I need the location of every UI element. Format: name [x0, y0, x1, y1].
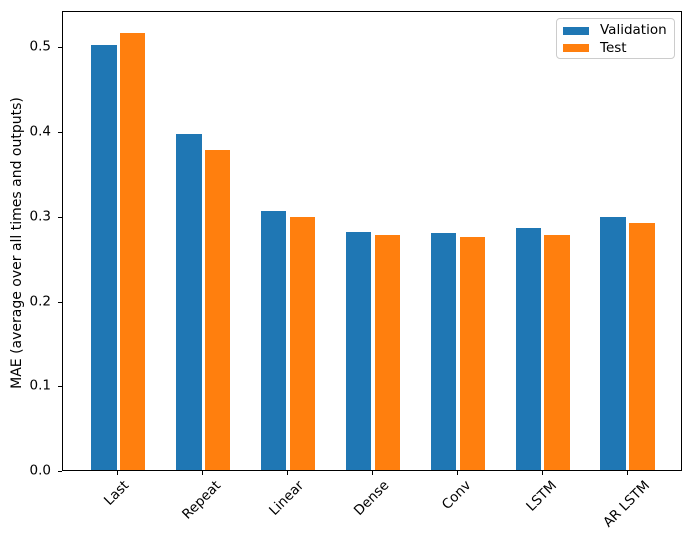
legend-entry-test: Test	[563, 40, 668, 58]
bar-validation-lstm	[515, 227, 542, 470]
y-axis-label: MAE (average over all times and outputs)	[9, 97, 25, 389]
x-tick-label-ar-lstm: AR LSTM	[599, 477, 653, 531]
y-tick-mark	[58, 216, 62, 218]
x-tick-label-lstm: LSTM	[523, 477, 560, 515]
legend-swatch-validation-icon	[563, 26, 589, 35]
x-tick-mark	[541, 471, 543, 475]
y-tick-mark	[58, 132, 62, 134]
y-tick-mark	[58, 47, 62, 49]
y-tick-mark	[58, 301, 62, 303]
plot-area	[62, 11, 682, 471]
y-tick-label: 0.5	[29, 38, 51, 55]
legend-label-validation: Validation	[600, 22, 667, 39]
y-tick-mark	[58, 386, 62, 388]
bar-validation-linear	[260, 210, 287, 470]
legend-swatch-test-icon	[563, 44, 589, 53]
x-tick-mark	[202, 471, 204, 475]
y-tick-label: 0.1	[29, 377, 51, 394]
x-tick-label-repeat: Repeat	[179, 477, 225, 523]
x-tick-label-last: Last	[101, 477, 133, 509]
bar-validation-last	[91, 44, 117, 470]
x-tick-label-conv: Conv	[438, 477, 475, 513]
x-tick-mark	[117, 471, 119, 475]
bar-validation-repeat	[176, 133, 202, 470]
y-tick-label: 0.4	[29, 123, 51, 140]
bar-test-ar-lstm	[629, 222, 655, 470]
y-tick-label: 0.2	[29, 293, 51, 310]
x-tick-mark	[287, 471, 289, 475]
bar-test-conv	[459, 237, 486, 470]
x-tick-mark	[626, 471, 628, 475]
bar-test-lstm	[544, 235, 570, 470]
bar-test-linear	[289, 216, 316, 470]
y-tick-label: 0.3	[29, 208, 51, 225]
bar-validation-ar-lstm	[600, 216, 626, 470]
x-tick-mark	[372, 471, 373, 475]
bar-validation-conv	[430, 232, 457, 470]
bar-validation-dense	[345, 231, 372, 470]
x-tick-label-dense: Dense	[350, 477, 393, 519]
bar-test-last	[120, 32, 146, 470]
y-tick-label: 0.0	[29, 462, 51, 479]
x-tick-mark	[456, 471, 458, 475]
bar-test-repeat	[204, 149, 231, 470]
legend-label-test: Test	[600, 39, 627, 56]
legend-entry-validation: Validation	[563, 22, 668, 40]
y-tick-mark	[58, 471, 62, 472]
bar-test-dense	[374, 235, 401, 470]
x-tick-label-linear: Linear	[266, 477, 308, 519]
legend: Validation Test	[556, 18, 675, 59]
